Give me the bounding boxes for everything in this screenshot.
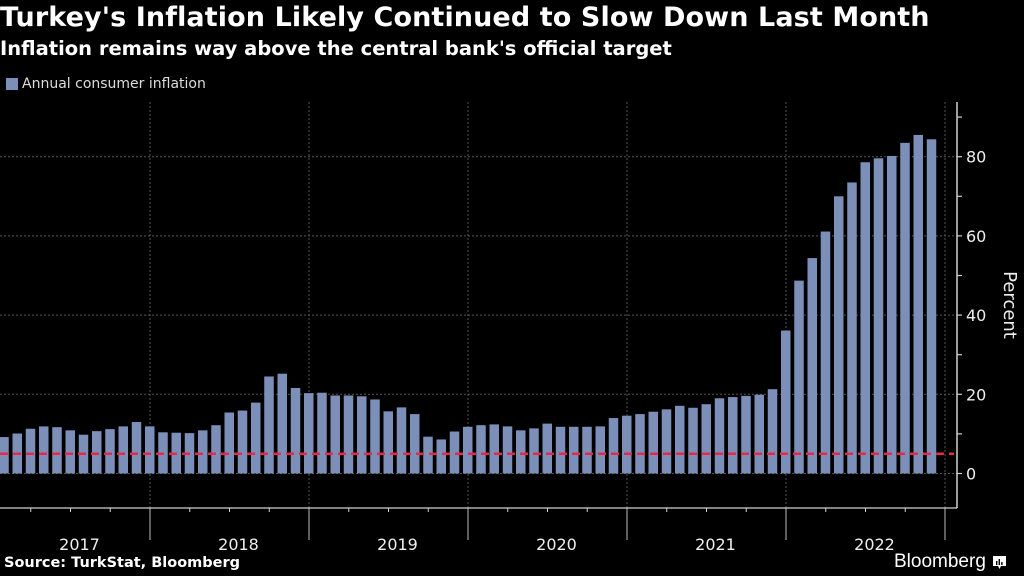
bar xyxy=(251,402,261,474)
bar xyxy=(264,376,274,474)
bar xyxy=(52,427,62,474)
bar xyxy=(211,425,221,474)
bar xyxy=(582,426,592,474)
bar xyxy=(767,389,778,474)
bar xyxy=(529,428,539,474)
y-tick-label: 60 xyxy=(966,227,986,246)
bar xyxy=(542,423,552,474)
bar xyxy=(304,393,314,474)
bar xyxy=(317,392,327,474)
legend-swatch xyxy=(6,78,18,90)
bar xyxy=(608,418,619,474)
bar xyxy=(237,410,248,474)
bar xyxy=(834,196,844,474)
bar xyxy=(25,428,36,474)
bar xyxy=(622,415,632,474)
bar xyxy=(463,426,473,474)
bar xyxy=(489,424,499,474)
bar xyxy=(449,431,460,474)
y-tick-label: 80 xyxy=(966,148,986,167)
bar xyxy=(330,395,340,474)
bar xyxy=(913,134,923,474)
chart-subtitle: Inflation remains way above the central … xyxy=(0,37,672,60)
x-tick-label: 2017 xyxy=(59,535,100,554)
bar xyxy=(847,182,857,474)
bar xyxy=(343,395,354,474)
bar xyxy=(198,430,208,474)
chart-title: Turkey's Inflation Likely Continued to S… xyxy=(0,2,930,33)
bar xyxy=(92,431,102,474)
bar xyxy=(410,414,420,474)
bar xyxy=(131,422,142,474)
y-tick-label: 40 xyxy=(966,306,986,325)
bar xyxy=(0,437,9,474)
bar xyxy=(741,395,751,474)
bar xyxy=(65,430,75,474)
y-axis-label: Percent xyxy=(999,271,1020,339)
bar xyxy=(595,426,605,474)
bar xyxy=(396,407,407,474)
axis-layer: 0 20 40 60 80 Percent 2017 2018 2019 2020 2021 2022 xyxy=(0,102,1020,554)
x-tick-label: 2018 xyxy=(218,535,259,554)
bar xyxy=(357,396,367,474)
legend-label: Annual consumer inflation xyxy=(22,76,206,92)
bar xyxy=(290,387,301,474)
bar xyxy=(436,439,446,474)
bar xyxy=(476,425,486,474)
bar xyxy=(502,426,513,474)
bar xyxy=(873,158,884,474)
bar xyxy=(781,330,791,474)
bar xyxy=(701,404,711,474)
bar xyxy=(383,411,393,474)
bar xyxy=(661,409,672,474)
bar xyxy=(145,426,155,474)
source-note: Source: TurkStat, Bloomberg xyxy=(4,555,241,571)
bar xyxy=(277,373,287,474)
x-tick-label: 2022 xyxy=(854,535,895,554)
bar xyxy=(648,411,658,474)
bar xyxy=(39,426,49,474)
bar xyxy=(635,414,645,474)
bar xyxy=(105,429,115,474)
bar xyxy=(807,258,817,474)
y-tick-label: 0 xyxy=(966,465,976,484)
bar xyxy=(118,426,128,474)
y-tick-label: 20 xyxy=(966,385,986,404)
x-tick-label: 2021 xyxy=(695,535,736,554)
x-tick-label: 2020 xyxy=(536,535,577,554)
bloomberg-logo: Bloomberg xyxy=(894,551,1007,573)
bar xyxy=(370,399,380,474)
bar xyxy=(926,139,937,474)
bar xyxy=(887,155,897,474)
brand-name: Bloomberg xyxy=(894,551,986,572)
bar xyxy=(728,397,738,474)
bar xyxy=(675,405,685,474)
bloomberg-chart-icon xyxy=(992,555,1006,569)
x-tick-label: 2019 xyxy=(377,535,418,554)
bar xyxy=(794,280,804,474)
bar xyxy=(423,436,433,474)
bar xyxy=(820,231,831,474)
bar xyxy=(224,412,234,474)
legend: Annual consumer inflation xyxy=(6,76,206,92)
bar xyxy=(754,394,764,474)
bar xyxy=(569,426,579,474)
bar xyxy=(900,142,910,474)
bar xyxy=(555,426,566,474)
bar xyxy=(860,162,870,474)
bar xyxy=(714,398,725,474)
bar xyxy=(688,407,698,474)
bar xyxy=(516,430,526,474)
